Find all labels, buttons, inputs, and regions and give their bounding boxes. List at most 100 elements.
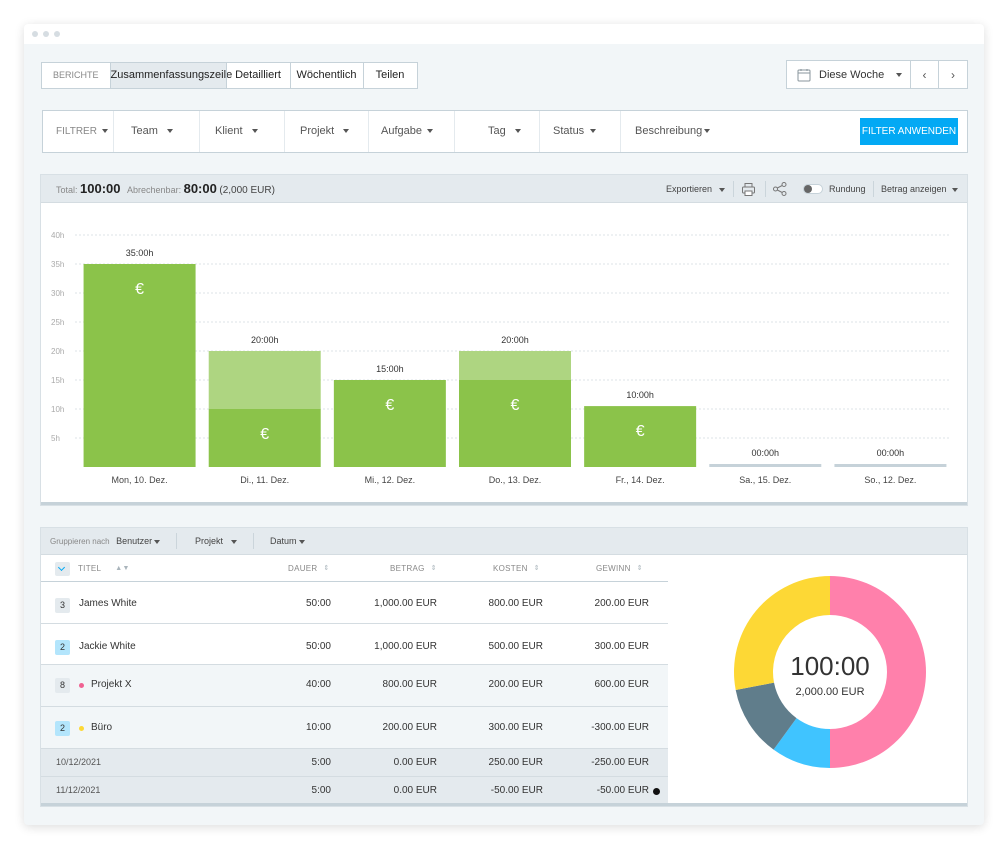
bar-value-label: 00:00h (877, 448, 905, 458)
row-amount: 0.00 EUR (393, 785, 437, 796)
expand-all-checkbox[interactable] (55, 562, 70, 576)
group-by-project[interactable]: Projekt (195, 528, 238, 555)
filter-title[interactable]: FILTRER (56, 111, 112, 152)
group-by-users[interactable]: Benutzer (116, 536, 161, 546)
chevron-down-icon (343, 129, 350, 134)
sort-icon: ▲▼ (115, 565, 130, 572)
group-by: Gruppieren nach Benutzer (50, 528, 161, 555)
total-label: Total: (56, 185, 78, 195)
col-title[interactable]: TITEL ▲▼ (78, 556, 130, 582)
entry-count-badge: 8 (55, 678, 70, 693)
title-bar (24, 24, 984, 44)
col-duration[interactable]: DAUER ⇕ (288, 556, 330, 582)
row-cost: 300.00 EUR (488, 722, 543, 733)
bar-empty (834, 464, 947, 467)
row-profit: -300.00 EUR (591, 722, 649, 733)
window-dot-icon (43, 31, 49, 37)
chevron-down-icon (231, 539, 238, 544)
tab-detailed[interactable]: Detailliert (225, 63, 290, 88)
bar-billable (333, 380, 446, 467)
y-tick-label: 40h (51, 231, 64, 240)
filter-status[interactable]: Status (539, 111, 620, 152)
export-label: Exportieren (666, 184, 713, 194)
filter-team-label: Team (131, 125, 158, 137)
window-dot-icon (54, 31, 60, 37)
chevron-down-icon (298, 539, 305, 544)
entry-count-badge: 2 (55, 640, 70, 655)
tab-weekly[interactable]: Wöchentlich (289, 63, 363, 88)
col-amount[interactable]: BETRAG ⇕ (390, 556, 437, 582)
row-amount: 200.00 EUR (382, 722, 437, 733)
print-icon[interactable] (741, 182, 756, 197)
show-amount-select[interactable]: Betrag anzeigen (881, 175, 958, 203)
col-profit[interactable]: GEWINN ⇕ (596, 556, 643, 582)
filter-status-label: Status (553, 125, 585, 137)
y-tick-label: 10h (51, 405, 64, 414)
rounding-toggle[interactable] (803, 184, 823, 194)
billable-value: 80:00 (183, 181, 217, 196)
row-title: Jackie White (79, 641, 136, 652)
table-row[interactable]: 11/12/2021 5:00 0.00 EUR -50.00 EUR -50.… (41, 777, 668, 804)
row-title: Büro (91, 722, 113, 733)
table-row[interactable]: 2 Jackie White 50:00 1,000.00 EUR 500.00… (41, 624, 668, 665)
entry-count-badge: 2 (55, 721, 70, 736)
date-range-label: Diese Woche (819, 68, 885, 81)
bar-empty (709, 464, 822, 467)
filter-description[interactable]: Beschreibung (620, 111, 720, 152)
chevron-down-icon (166, 129, 173, 134)
tab-summary[interactable]: Zusammenfassungszeile (109, 63, 232, 88)
row-profit: 300.00 EUR (594, 641, 649, 652)
panel-border (41, 803, 967, 806)
total-value: 100:00 (80, 181, 121, 196)
col-cost-label: KOSTEN (493, 564, 528, 574)
apply-filter-button[interactable]: FILTER ANWENDEN (860, 118, 958, 145)
filter-project-label: Projekt (300, 125, 335, 137)
row-cost: 250.00 EUR (488, 757, 543, 768)
export-button[interactable]: Exportieren (666, 175, 726, 203)
bar-value-label: 20:00h (501, 335, 529, 345)
row-duration: 50:00 (305, 598, 331, 609)
next-week-button[interactable]: › (939, 61, 967, 88)
col-duration-label: DAUER (288, 564, 318, 574)
group-by-date[interactable]: Datum (270, 528, 305, 555)
row-cost: 800.00 EUR (488, 598, 543, 609)
x-tick-label: So., 12. Dez. (864, 475, 916, 485)
panel-border (41, 502, 967, 505)
row-cost: 500.00 EUR (488, 641, 543, 652)
table-row[interactable]: 10/12/2021 5:00 0.00 EUR 250.00 EUR -250… (41, 749, 668, 777)
table-row[interactable]: 8 Projekt X 40:00 800.00 EUR 200.00 EUR … (41, 665, 668, 707)
filter-team[interactable]: Team (113, 111, 203, 152)
project-color-dot (79, 683, 84, 688)
filter-task[interactable]: Aufgabe (368, 111, 454, 152)
prev-week-button[interactable]: ‹ (911, 61, 939, 88)
row-profit: 200.00 EUR (594, 598, 649, 609)
divider (176, 533, 177, 549)
summary-totals: Total: 100:00 Abrechenbar: 80:00 (2,000 … (56, 175, 275, 203)
table-row[interactable]: 2 Büro 10:00 200.00 EUR 300.00 EUR -300.… (41, 707, 668, 749)
donut-segment (773, 718, 830, 768)
row-amount: 0.00 EUR (393, 757, 437, 768)
y-tick-label: 20h (51, 347, 64, 356)
bar-value-label: 35:00h (126, 248, 154, 258)
col-cost[interactable]: KOSTEN ⇕ (493, 556, 540, 582)
tab-share[interactable]: Teilen (362, 63, 417, 88)
filter-task-label: Aufgabe (381, 125, 422, 137)
group-by-label: Gruppieren nach (50, 537, 110, 546)
share-icon[interactable] (772, 181, 788, 197)
row-amount: 1,000.00 EUR (374, 598, 437, 609)
filter-client[interactable]: Klient (199, 111, 284, 152)
chevron-down-icon (514, 129, 521, 134)
filter-project[interactable]: Projekt (284, 111, 368, 152)
row-title: Projekt X (91, 679, 132, 690)
chevron-down-icon (426, 129, 433, 134)
donut-total: 100:00 (790, 651, 870, 681)
y-tick-label: 35h (51, 260, 64, 269)
divider (873, 181, 874, 197)
toggle-knob (804, 185, 812, 193)
chevron-down-icon (951, 187, 958, 192)
filter-tag[interactable]: Tag (454, 111, 539, 152)
table-row[interactable]: 3 James White 50:00 1,000.00 EUR 800.00 … (41, 582, 668, 624)
bar-billable (584, 406, 697, 467)
y-tick-label: 15h (51, 376, 64, 385)
date-range-select[interactable]: Diese Woche (787, 61, 911, 88)
